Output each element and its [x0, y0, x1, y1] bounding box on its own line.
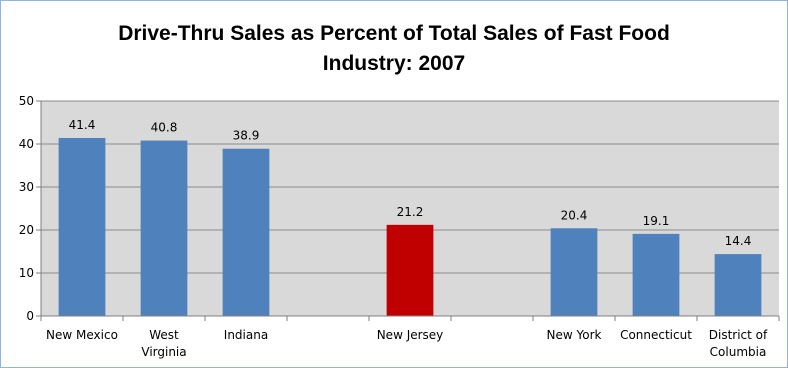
- category-label-1-0: West: [149, 328, 179, 342]
- data-label-1: 40.8: [151, 121, 178, 135]
- y-tick-label-50: 50: [19, 94, 34, 108]
- bar-2: [222, 148, 270, 316]
- category-label-6-0: New York: [547, 328, 602, 342]
- bar-6: [550, 228, 598, 316]
- bar-0: [58, 137, 106, 316]
- data-label-0: 41.4: [69, 118, 96, 132]
- category-label-4-0: New Jersey: [377, 328, 444, 342]
- data-label-7: 19.1: [643, 214, 670, 228]
- data-label-6: 20.4: [561, 208, 588, 222]
- y-tick-label-20: 20: [19, 223, 34, 237]
- y-tick-label-30: 30: [19, 180, 34, 194]
- chart-title: Drive-Thru Sales as Percent of Total Sal…: [1, 19, 787, 79]
- data-label-2: 38.9: [233, 129, 260, 143]
- data-label-8: 14.4: [725, 234, 752, 248]
- chart-title-line-2: Industry: 2007: [322, 52, 466, 75]
- category-label-8-1: Columbia: [710, 345, 767, 359]
- y-tick-label-0: 0: [26, 309, 34, 323]
- y-tick-label-10: 10: [19, 266, 34, 280]
- bar-8: [714, 254, 762, 316]
- bar-7: [632, 233, 680, 316]
- category-label-2-0: Indiana: [224, 328, 268, 342]
- chart-title-line-1: Drive-Thru Sales as Percent of Total Sal…: [118, 22, 670, 45]
- data-label-4: 21.2: [397, 205, 424, 219]
- bar-4: [386, 224, 434, 316]
- category-label-0-0: New Mexico: [46, 328, 118, 342]
- category-label-1-1: Virginia: [141, 345, 186, 359]
- bar-1: [140, 140, 188, 316]
- category-label-7-0: Connecticut: [620, 328, 692, 342]
- y-tick-label-40: 40: [19, 137, 34, 151]
- category-label-8-0: District of: [709, 328, 768, 342]
